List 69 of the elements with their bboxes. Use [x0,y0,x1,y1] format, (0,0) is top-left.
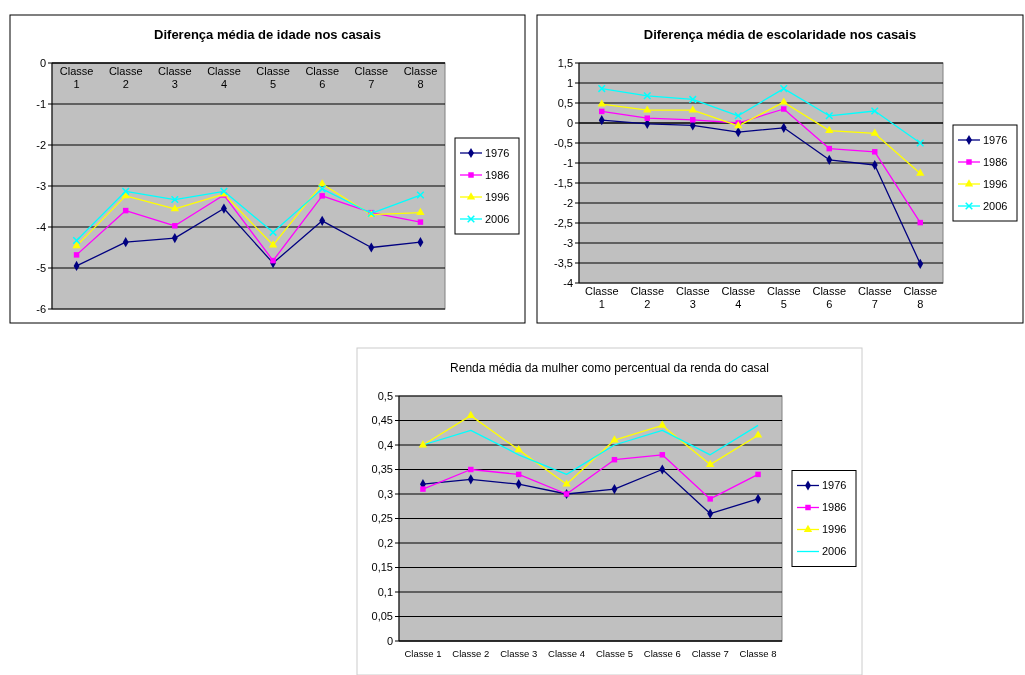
legend-label: 1976 [983,133,1008,146]
legend-label: 2006 [485,212,510,225]
y-tick-label: -2 [36,138,46,151]
y-tick-label: 0,3 [377,487,393,500]
x-tick-label: Classe 7 [354,65,389,90]
x-tick-label: Classe 5 [256,65,290,90]
y-tick-label: 0,5 [557,96,573,109]
legend-label: 1976 [822,479,847,492]
y-tick-label: 0,2 [377,536,393,549]
y-tick-label: 1,5 [557,56,573,69]
x-tick-label: Classe 3 [158,65,192,90]
x-tick-label: Classe 4 [207,65,241,90]
x-tick-label: Classe 4 [721,285,756,310]
y-tick-label: -0,5 [554,136,573,149]
y-tick-label: -4 [563,276,573,289]
y-tick-label: -3,5 [554,256,573,269]
y-tick-label: 0,4 [377,438,393,451]
x-tick-label: Classe 4 [548,648,586,659]
x-tick-label: Classe 6 [305,65,339,90]
x-tick-label: Classe 2 [452,648,490,659]
y-tick-label: 0,35 [371,463,393,476]
legend-label: 2006 [822,545,847,558]
x-tick-label: Classe 6 [643,648,681,659]
y-tick-label: -1,5 [554,176,573,189]
x-tick-label: Classe 8 [903,285,938,310]
y-tick-label: 0,25 [371,512,393,525]
legend-label: 1996 [822,523,847,536]
y-tick-label: -6 [36,302,46,315]
x-tick-label: Classe 1 [404,648,442,659]
x-tick-label: Classe 7 [691,648,729,659]
legend-label: 1986 [822,501,847,514]
legend-label: 1996 [983,177,1008,190]
x-tick-label: Classe 2 [630,285,665,310]
x-tick-label: Classe 5 [766,285,801,310]
x-tick-label: Classe 3 [675,285,710,310]
legend-label: 1976 [485,146,510,159]
x-tick-label: Classe 8 [403,65,438,90]
legend-label: 1996 [485,190,510,203]
x-tick-label: Classe 2 [108,65,143,90]
y-tick-label: -5 [36,261,46,274]
y-tick-label: 0,05 [371,610,393,623]
x-tick-label: Classe 3 [500,648,538,659]
x-tick-label: Classe 5 [595,648,633,659]
y-tick-label: 1 [566,76,573,89]
y-tick-label: -1 [36,97,46,110]
y-tick-label: 0 [566,116,573,129]
legend-label: 2006 [983,199,1008,212]
x-tick-label: Classe 1 [584,285,619,310]
y-tick-label: 0,5 [377,389,393,402]
y-tick-label: 0,15 [371,561,393,574]
x-tick-label: Classe 6 [812,285,847,310]
y-tick-label: -2 [563,196,573,209]
y-tick-label: 0,1 [377,585,393,598]
x-tick-label: Classe 1 [59,65,94,90]
y-tick-label: 0,45 [371,414,393,427]
chart-title: Renda média da mulher como percentual da renda do casal [450,361,769,375]
y-tick-label: -2,5 [554,216,573,229]
x-tick-label: Classe 8 [739,648,777,659]
legend-label: 1986 [983,155,1008,168]
legend-label: 1986 [485,168,510,181]
y-tick-label: -3 [563,236,573,249]
y-tick-label: 0 [39,56,46,69]
y-tick-label: -3 [36,179,46,192]
x-tick-label: Classe 7 [857,285,892,310]
y-tick-label: -1 [563,156,573,169]
y-tick-label: 0 [386,634,393,647]
chart-title: Diferença média de escolaridade nos casais [643,27,917,42]
y-tick-label: -4 [36,220,46,233]
chart-title: Diferença média de idade nos casais [154,27,381,42]
